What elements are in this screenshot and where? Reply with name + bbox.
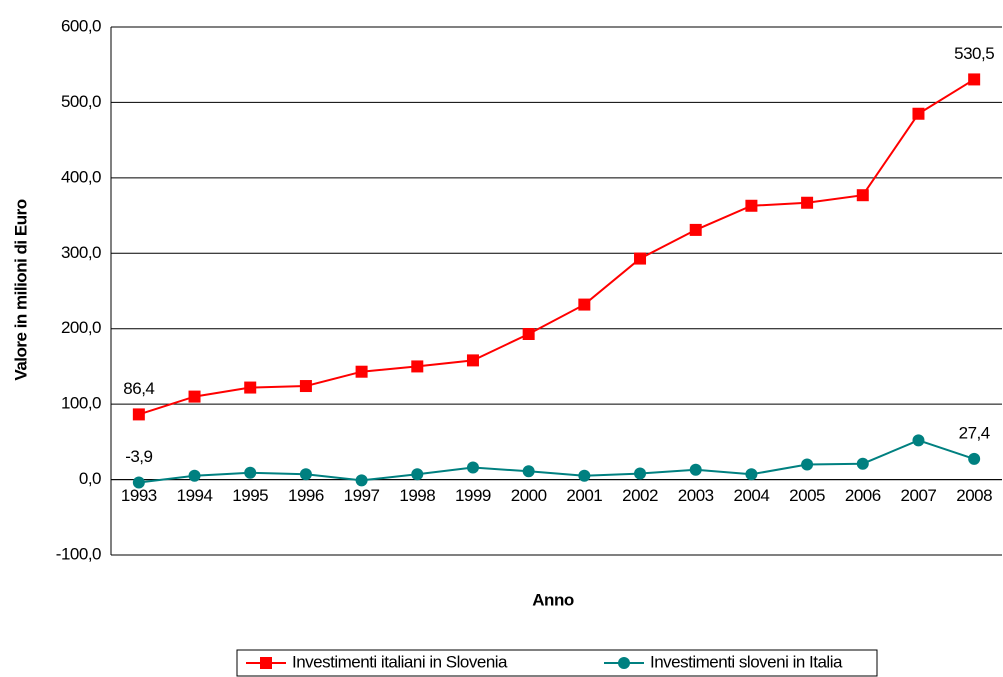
data-label: -3,9 [125,447,152,466]
marker [260,657,272,669]
marker [912,107,925,120]
x-tick-label: 2000 [511,486,547,505]
marker [689,223,702,236]
marker [188,469,201,482]
marker [244,381,257,394]
y-tick-label: 600,0 [61,16,101,35]
x-tick-label: 1998 [399,486,435,505]
x-tick-label: 1997 [344,486,380,505]
marker [801,458,814,471]
marker [634,252,647,265]
legend-label: Investimenti sloveni in Italia [650,652,843,671]
marker [466,461,479,474]
series-line [138,78,975,416]
x-tick-label: 1999 [455,486,491,505]
marker [299,468,312,481]
x-tick-label: 2003 [678,486,714,505]
marker [132,476,145,489]
x-tick-label: 2008 [956,486,992,505]
x-tick-label: 2007 [901,486,937,505]
x-tick-label: 2001 [566,486,602,505]
marker [188,390,201,403]
y-tick-label: 0,0 [79,469,101,488]
y-tick-label: 200,0 [61,318,101,337]
y-tick-label: 300,0 [61,243,101,262]
data-label: 86,4 [123,379,154,398]
marker [745,468,758,481]
x-tick-label: 1995 [232,486,268,505]
x-tick-label: 2004 [733,486,769,505]
marker [355,365,368,378]
y-tick-label: -100,0 [56,544,101,563]
marker [745,199,758,212]
legend-box [236,649,878,677]
marker [578,298,591,311]
data-label: 530,5 [954,44,994,63]
marker [466,354,479,367]
x-tick-label: 2005 [789,486,825,505]
y-tick-label: 100,0 [61,394,101,413]
x-axis-title: Anno [532,590,574,609]
x-tick-label: 1994 [177,486,213,505]
marker [299,380,312,393]
legend-label: Investimenti italiani in Slovenia [292,652,508,671]
marker [634,467,647,480]
y-tick-label: 500,0 [61,92,101,111]
series-line [138,439,975,484]
y-tick-label: 400,0 [61,167,101,186]
marker [355,474,368,487]
marker [522,327,535,340]
marker [578,469,591,482]
marker [912,434,925,447]
marker [132,408,145,421]
marker [968,73,981,86]
x-tick-label: 1996 [288,486,324,505]
marker [856,457,869,470]
marker [968,452,981,465]
x-tick-label: 1993 [121,486,157,505]
marker [411,468,424,481]
marker [411,360,424,373]
marker [689,463,702,476]
data-label: 27,4 [959,423,990,442]
marker [244,466,257,479]
marker [522,465,535,478]
x-tick-label: 2002 [622,486,658,505]
marker [801,196,814,209]
marker [618,657,630,669]
x-tick-label: 2006 [845,486,881,505]
marker [856,189,869,202]
y-axis-title: Valore in milioni di Euro [11,199,30,380]
